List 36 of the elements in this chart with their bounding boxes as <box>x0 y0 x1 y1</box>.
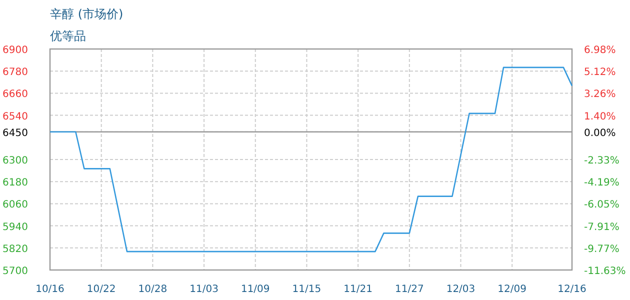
y2-tick-label: 6.98% <box>584 45 616 56</box>
y-tick-label: 5700 <box>2 266 28 277</box>
y-tick-label: 6300 <box>2 156 28 166</box>
y2-tick-label: 0.00% <box>584 128 616 139</box>
y-tick-label: 6660 <box>2 89 28 100</box>
y-tick-label: 6900 <box>2 45 28 56</box>
y-tick-label: 6540 <box>2 111 28 122</box>
chart-title: 辛醇 (市场价) <box>50 7 124 21</box>
line-series <box>49 66 573 252</box>
x-tick-label: 11/15 <box>292 284 322 295</box>
y-tick-label: 6450 <box>2 128 28 139</box>
y2-tick-label: -11.63% <box>584 266 626 277</box>
y-tick-label: 6060 <box>2 200 28 211</box>
y2-tick-label: -4.19% <box>584 178 620 189</box>
y2-tick-label: -7.91% <box>584 222 620 233</box>
y2-tick-label: -6.05% <box>584 200 620 211</box>
y2-tick-label: 1.40% <box>584 111 616 122</box>
chart-subtitle: 优等品 <box>50 29 86 43</box>
x-tick-label: 11/21 <box>344 284 372 295</box>
x-tick-label: 10/22 <box>86 284 116 295</box>
x-tick-label: 11/27 <box>394 284 424 295</box>
x-tick-label: 12/16 <box>558 284 586 295</box>
y-tick-label: 5940 <box>2 222 28 233</box>
x-tick-label: 10/16 <box>36 284 64 295</box>
y-tick-label: 6180 <box>2 178 28 189</box>
x-tick-label: 10/28 <box>138 284 168 295</box>
y2-tick-label: 3.26% <box>584 89 616 100</box>
y2-tick-label: -9.77% <box>584 244 620 255</box>
y-tick-label: 5820 <box>2 244 28 255</box>
x-tick-label: 12/03 <box>446 284 476 295</box>
y-tick-label: 6780 <box>2 67 28 78</box>
x-tick-label: 11/09 <box>240 284 270 295</box>
y2-tick-label: -2.33% <box>584 156 620 167</box>
x-tick-label: 12/09 <box>498 284 527 295</box>
x-tick-label: 11/03 <box>190 284 218 295</box>
y2-tick-label: 5.12% <box>584 67 616 78</box>
